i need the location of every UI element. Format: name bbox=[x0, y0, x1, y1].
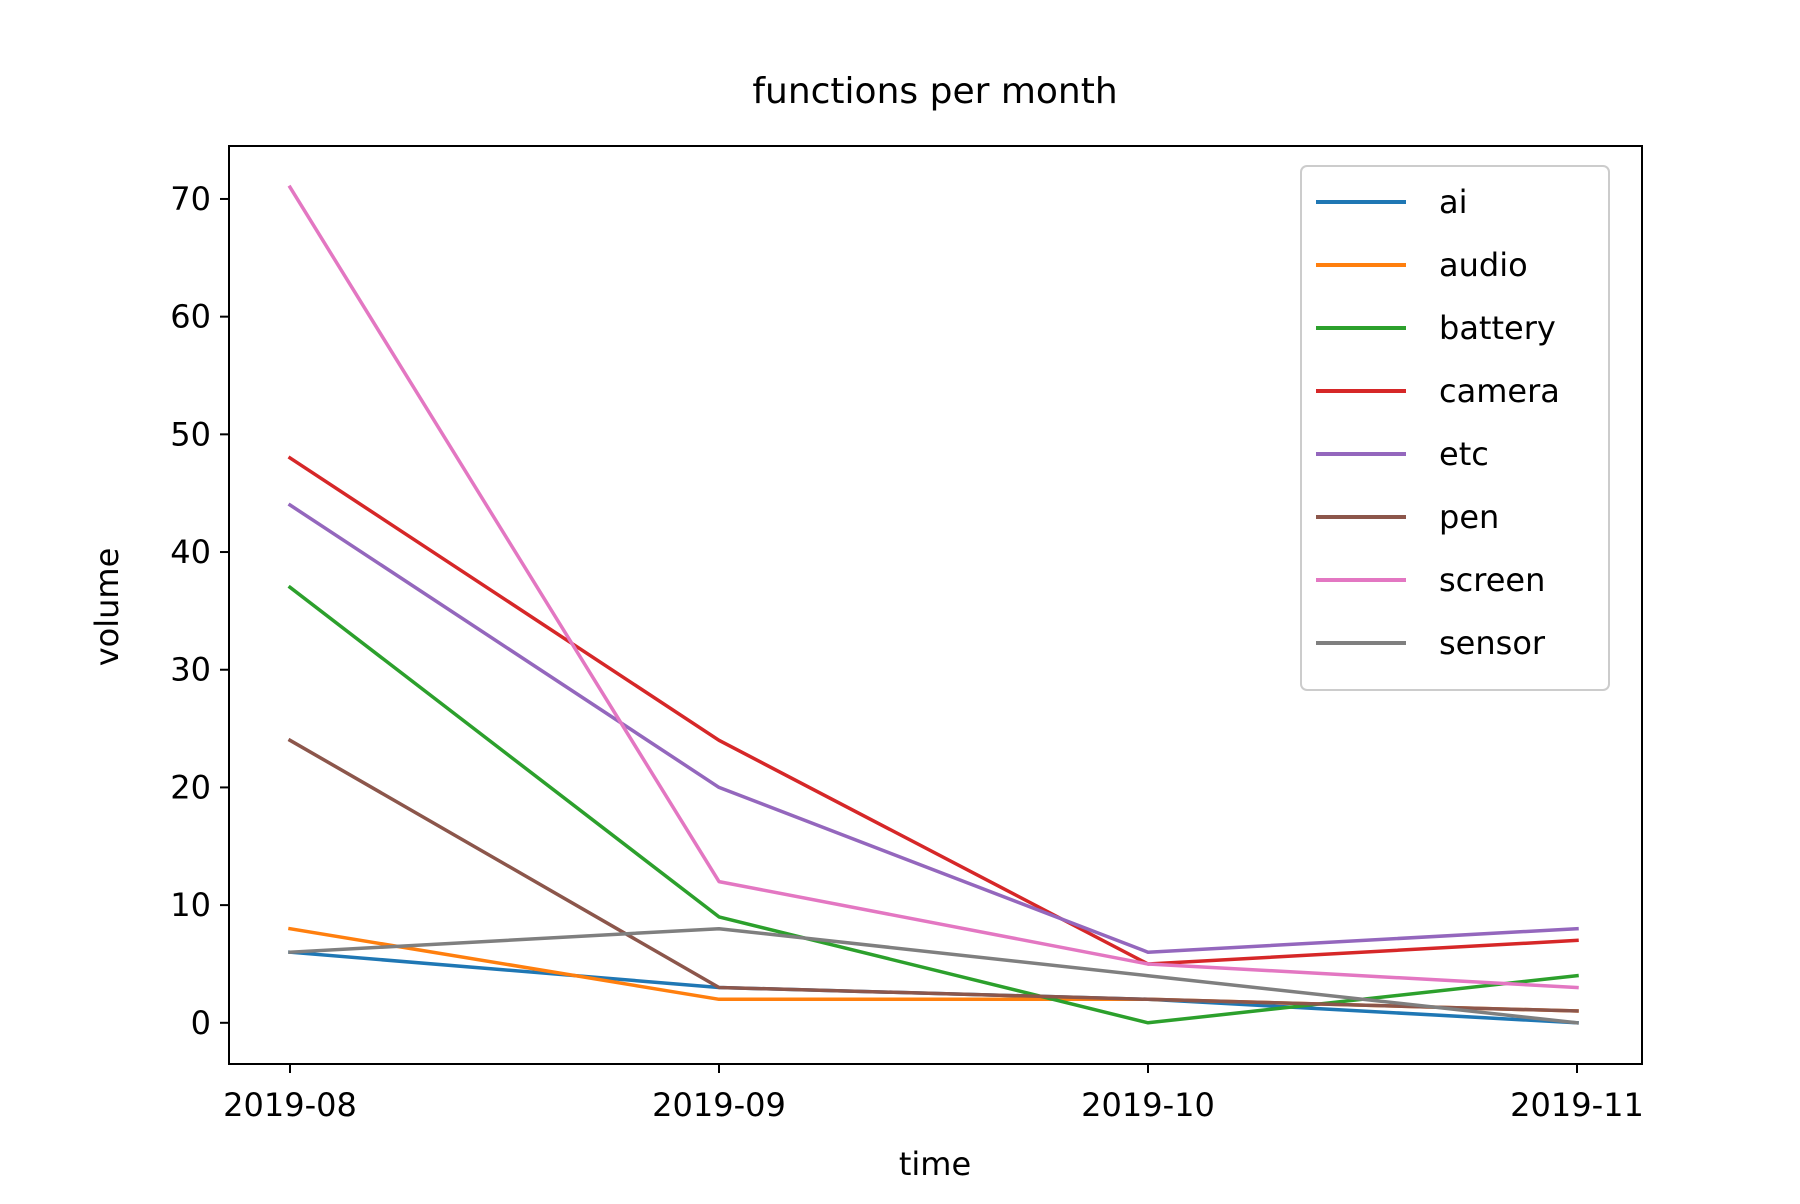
series-line-etc bbox=[287, 502, 1579, 954]
series-line-screen bbox=[287, 184, 1579, 990]
legend-label-audio: audio bbox=[1439, 246, 1528, 284]
series-line-ai bbox=[288, 950, 1579, 1025]
y-tick-label: 40 bbox=[170, 533, 211, 571]
x-tick-label: 2019-08 bbox=[223, 1086, 357, 1124]
y-tick-label: 0 bbox=[191, 1004, 211, 1042]
legend: ai audio battery camera etc pen screen sensor bbox=[1300, 165, 1610, 691]
legend-label-pen: pen bbox=[1439, 498, 1499, 536]
x-tick-label: 2019-09 bbox=[652, 1086, 786, 1124]
chart-title: functions per month bbox=[752, 71, 1117, 112]
x-tick-label: 2019-10 bbox=[1081, 1086, 1215, 1124]
legend-label-sensor: sensor bbox=[1439, 624, 1546, 662]
y-axis-label: volume bbox=[88, 548, 126, 667]
legend-box bbox=[1300, 165, 1610, 691]
series-line-sensor bbox=[288, 926, 1579, 1025]
legend-label-screen: screen bbox=[1439, 561, 1545, 599]
y-tick-label: 50 bbox=[170, 415, 211, 453]
y-tick-label: 20 bbox=[170, 768, 211, 806]
plot-area: 0 10 20 30 40 50 60 70 2019-08 2019-09 2019-10 2019… bbox=[170, 180, 1644, 1124]
y-tick-label: 60 bbox=[170, 298, 211, 336]
legend-label-camera: camera bbox=[1439, 372, 1560, 410]
legend-label-battery: battery bbox=[1439, 309, 1556, 347]
x-tick-label: 2019-11 bbox=[1510, 1086, 1644, 1124]
plot-frame bbox=[228, 145, 1643, 1065]
x-axis-label: time bbox=[899, 1145, 971, 1183]
y-tick-label: 70 bbox=[170, 180, 211, 218]
y-tick-label: 30 bbox=[170, 651, 211, 689]
series-line-camera bbox=[287, 455, 1579, 966]
legend-label-ai: ai bbox=[1439, 183, 1468, 221]
series-line-pen bbox=[287, 737, 1579, 1013]
y-tick-label: 10 bbox=[170, 886, 211, 924]
legend-label-etc: etc bbox=[1439, 435, 1489, 473]
